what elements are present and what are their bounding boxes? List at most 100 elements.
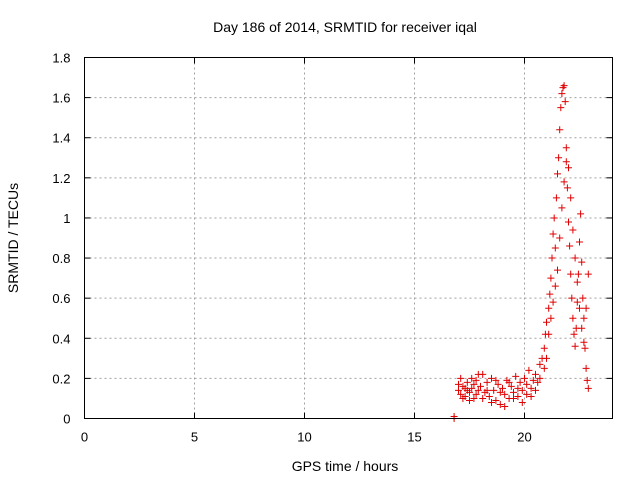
data-point-marker <box>492 376 500 384</box>
data-point-marker <box>568 294 576 302</box>
data-point-marker <box>518 386 526 394</box>
data-point-marker <box>582 304 590 312</box>
data-point-marker <box>527 392 535 400</box>
data-point-marker <box>540 344 548 352</box>
data-point-marker <box>567 194 575 202</box>
data-point-marker <box>474 370 482 378</box>
data-point-marker <box>490 386 498 394</box>
x-tick-label: 5 <box>191 430 198 445</box>
data-point-marker <box>512 372 520 380</box>
data-point-marker <box>573 298 581 306</box>
data-point-marker <box>582 364 590 372</box>
data-point-marker <box>532 370 539 378</box>
data-point-marker <box>566 242 574 250</box>
y-axis-label: SRMTID / TECUs <box>5 183 21 293</box>
grid-lines <box>84 57 613 419</box>
data-point-marker <box>470 380 478 388</box>
data-point-marker <box>565 164 572 172</box>
data-point-marker <box>521 374 528 382</box>
data-point-marker <box>523 380 531 388</box>
data-point-marker <box>545 330 553 338</box>
data-point-marker <box>474 386 482 394</box>
x-tick-label: 20 <box>517 430 531 445</box>
data-point-marker <box>584 270 592 278</box>
chart-title: Day 186 of 2014, SRMTID for receiver iqa… <box>213 19 477 35</box>
data-point-marker <box>523 390 531 398</box>
data-point-marker <box>501 390 509 398</box>
y-tick-label: 1.6 <box>52 91 70 106</box>
data-point-marker <box>499 384 506 392</box>
data-point-marker <box>543 354 550 362</box>
data-point-marker <box>488 398 495 406</box>
data-point-marker <box>578 258 586 266</box>
x-tick-label: 15 <box>407 430 421 445</box>
data-point-marker <box>483 386 491 394</box>
data-point-marker <box>562 144 570 152</box>
data-point-marker <box>550 214 558 222</box>
data-point-marker <box>580 338 588 346</box>
data-point-marker <box>551 282 559 290</box>
data-point-marker <box>558 204 566 212</box>
data-points <box>450 82 592 422</box>
data-point-marker <box>571 254 579 262</box>
y-tick-label: 0.2 <box>52 371 70 386</box>
y-tick-label: 1.2 <box>52 171 70 186</box>
data-point-marker <box>488 374 495 382</box>
plot-frame <box>84 57 613 419</box>
data-point-marker <box>514 392 522 400</box>
data-point-marker <box>548 254 556 262</box>
data-point-marker <box>580 314 588 322</box>
data-point-marker <box>485 392 493 400</box>
data-point-marker <box>554 170 561 178</box>
y-tick-label: 1 <box>63 211 70 226</box>
data-point-marker <box>578 324 586 332</box>
data-point-marker <box>529 376 537 384</box>
data-point-marker <box>540 364 548 372</box>
data-point-marker <box>583 376 591 384</box>
data-point-marker <box>501 402 509 410</box>
y-tick-label: 0 <box>63 412 70 427</box>
data-point-marker <box>554 266 561 274</box>
data-point-marker <box>536 374 544 382</box>
data-point-marker <box>496 388 504 396</box>
data-point-marker <box>468 384 476 392</box>
data-point-marker <box>560 82 568 90</box>
data-point-marker <box>569 226 577 234</box>
data-point-marker <box>466 396 473 404</box>
data-point-marker <box>576 238 583 246</box>
data-point-marker <box>552 194 560 202</box>
y-tick-label: 1.4 <box>52 131 70 146</box>
data-point-marker <box>534 378 542 386</box>
data-point-marker <box>565 218 572 226</box>
y-tick-label: 0.6 <box>52 291 70 306</box>
data-point-marker <box>470 394 478 402</box>
data-point-marker <box>556 234 564 242</box>
y-tick-label: 1.8 <box>52 51 70 66</box>
data-point-marker <box>505 378 513 386</box>
data-point-marker <box>569 314 577 322</box>
data-point-marker <box>558 90 566 98</box>
data-point-marker <box>551 244 559 252</box>
data-point-marker <box>468 374 476 382</box>
data-point-marker <box>557 104 565 112</box>
data-point-marker <box>581 344 589 352</box>
data-point-marker <box>562 158 570 166</box>
x-axis-label: GPS time / hours <box>292 458 399 474</box>
data-point-marker <box>457 374 465 382</box>
data-point-marker <box>525 366 533 374</box>
data-point-marker <box>496 400 504 408</box>
data-point-marker <box>576 304 583 312</box>
x-tick-label: 0 <box>81 430 88 445</box>
y-tick-label: 0.4 <box>52 331 70 346</box>
data-point-marker <box>561 98 569 106</box>
data-point-marker <box>543 318 550 326</box>
data-point-marker <box>472 390 480 398</box>
axis-ticks: 0 0.2 0.4 0.6 0.8 1 1.2 1.4 1.6 1.8 0 5 10 15 20 <box>52 51 613 445</box>
data-point-marker <box>549 298 557 306</box>
data-point-marker <box>518 398 526 406</box>
data-point-marker <box>516 378 524 386</box>
data-point-marker <box>472 376 480 384</box>
data-point-marker <box>545 304 553 312</box>
data-point-marker <box>574 270 582 278</box>
data-point-marker <box>507 382 515 390</box>
